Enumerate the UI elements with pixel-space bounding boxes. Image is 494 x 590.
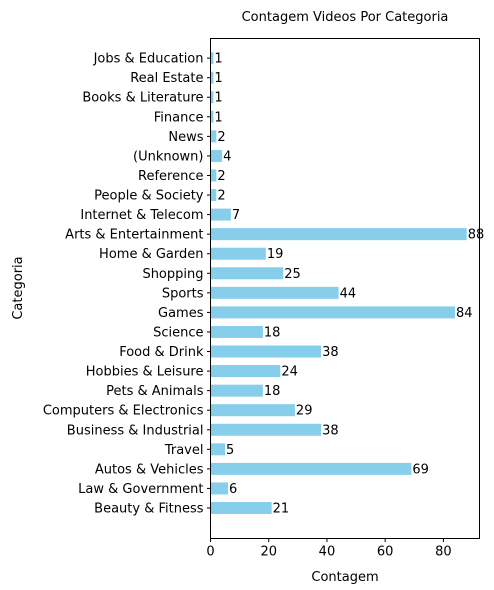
bar-reference [210,169,217,182]
bar-people-society [210,189,217,202]
bar-pets-animals [210,384,263,397]
bar-real-estate [210,71,214,84]
bar-unknown [210,149,223,162]
y-tick-label: News [168,130,203,145]
data-label: 18 [264,384,281,399]
x-tick-label: 40 [319,545,336,560]
data-label: 4 [223,149,231,164]
data-label: 88 [468,228,485,243]
y-tick-label: Arts & Entertainment [65,228,203,243]
chart-title: Contagem Videos Por Categoria [242,10,449,25]
x-tick-label: 80 [435,545,452,560]
data-label: 6 [229,482,237,497]
bar-sports [210,286,339,299]
y-tick-label: Beauty & Fitness [94,502,204,517]
data-label: 1 [214,110,222,125]
y-tick-label: Reference [138,169,203,184]
data-label: 1 [214,91,222,106]
y-tick-label: Science [153,325,203,340]
bar-hobbies-leisure [210,365,281,378]
data-label: 1 [214,71,222,86]
data-label: 84 [456,306,473,321]
y-tick-label: People & Society [94,189,204,204]
bar-books-literature [210,91,214,104]
data-label: 21 [273,502,290,517]
x-tick-label: 0 [206,545,214,560]
y-tick-label: Law & Government [78,482,203,497]
y-tick-label: Real Estate [130,71,203,86]
data-label: 69 [412,462,429,477]
y-tick-label: Pets & Animals [106,384,204,399]
bar-beauty-fitness [210,502,272,514]
x-axis-label: Contagem [311,570,378,585]
data-label: 2 [217,169,225,184]
y-tick-label: Hobbies & Leisure [86,365,204,380]
y-tick-label: Sports [162,286,204,301]
y-axis-label: Categoria [11,256,26,319]
plot-frame [210,38,480,539]
bar-arts-entertainment [210,228,467,241]
bar-business-industrial [210,423,322,436]
data-label: 7 [232,208,240,223]
x-ticks: 0 20 40 60 80 [206,538,452,560]
y-tick-labels: Beauty & Fitness Law & Government Autos & … [43,52,211,517]
x-tick-label: 60 [377,545,394,560]
bar-travel [210,443,226,456]
y-tick-label: Computers & Electronics [43,404,204,419]
bar-internet-telecom [210,208,231,221]
y-tick-label: Travel [164,443,204,458]
y-tick-label: Books & Literature [82,91,203,106]
data-label: 2 [217,189,225,204]
bar-jobs-education [210,52,214,65]
y-tick-label: Finance [154,110,204,125]
y-tick-label: Jobs & Education [93,52,204,67]
data-label: 19 [267,247,284,262]
data-label: 24 [281,365,298,380]
data-label: 5 [226,443,234,458]
data-label: 25 [284,267,301,282]
y-tick-label: Autos & Vehicles [95,462,204,477]
data-label: 29 [296,404,313,419]
y-tick-label: Games [158,306,204,321]
data-label: 1 [214,52,222,67]
x-tick-label: 20 [260,545,277,560]
bar-shopping [210,267,284,280]
bar-law-government [210,482,228,495]
y-tick-label: Home & Garden [99,247,203,262]
y-tick-label: Business & Industrial [67,423,204,438]
y-tick-label: Internet & Telecom [80,208,203,223]
y-tick-label: Shopping [142,267,203,282]
bar-science [210,325,263,338]
bar-games [210,306,456,319]
data-label: 38 [322,423,339,438]
data-label: 38 [322,345,339,360]
bar-news [210,130,217,143]
bars-group [210,52,467,514]
bar-finance [210,110,214,123]
y-tick-label: (Unknown) [133,149,204,164]
y-tick-label: Food & Drink [119,345,204,360]
data-label: 18 [264,325,281,340]
data-label: 44 [340,286,357,301]
bar-home-garden [210,247,266,260]
bar-computers-electronics [210,404,295,417]
bar-food-drink [210,345,322,358]
data-label: 2 [217,130,225,145]
bar-autos-vehicles [210,462,412,475]
